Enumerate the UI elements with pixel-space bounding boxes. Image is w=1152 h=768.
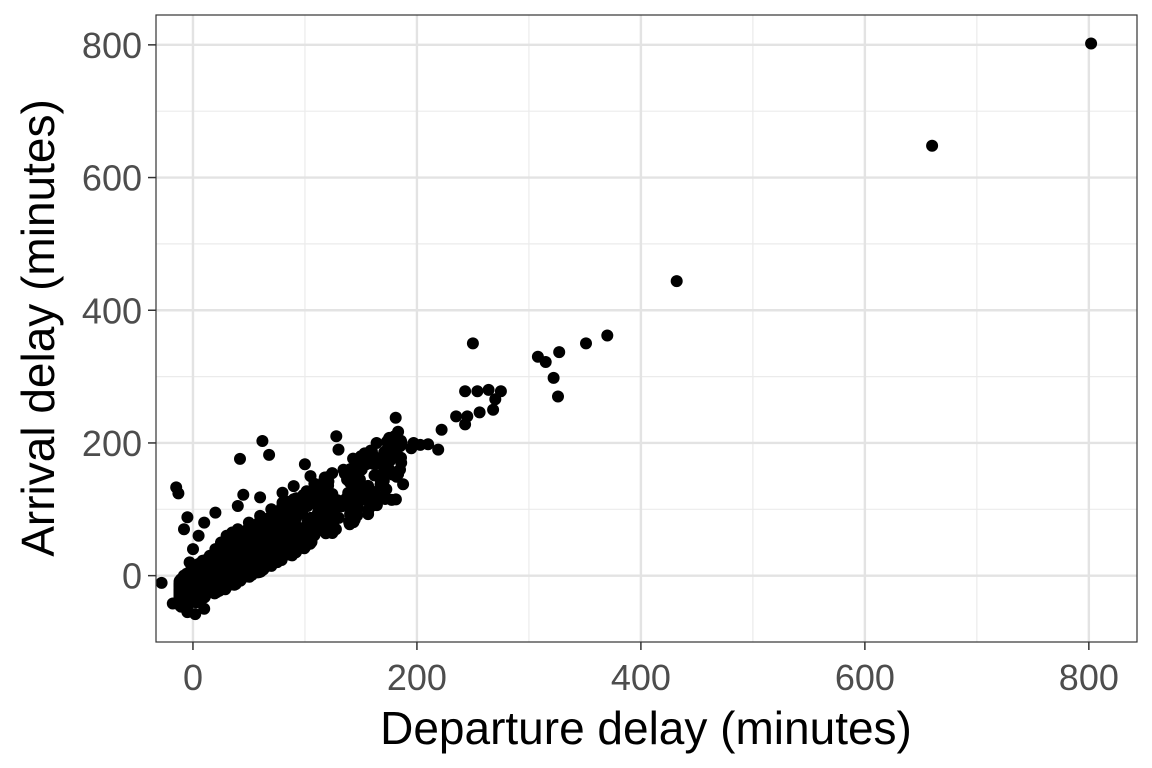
y-tick-label: 400	[82, 290, 142, 331]
data-point	[450, 410, 462, 422]
data-point	[379, 493, 391, 505]
data-point	[244, 535, 256, 547]
data-point	[487, 404, 499, 416]
data-point	[471, 385, 483, 397]
data-point	[228, 579, 240, 591]
data-point	[263, 449, 275, 461]
data-point	[671, 275, 683, 287]
data-point	[287, 548, 299, 560]
data-point	[489, 393, 501, 405]
x-tick-label: 0	[183, 657, 203, 698]
data-point	[243, 517, 255, 529]
data-point	[278, 538, 290, 550]
data-point	[243, 551, 255, 563]
data-point	[255, 541, 267, 553]
data-point	[254, 510, 266, 522]
x-axis-title: Departure delay (minutes)	[380, 702, 912, 754]
data-point	[229, 562, 241, 574]
data-point	[237, 489, 249, 501]
data-point	[474, 406, 486, 418]
data-point	[422, 438, 434, 450]
data-point	[548, 372, 560, 384]
data-point	[256, 435, 268, 447]
data-point	[394, 440, 406, 452]
data-point	[391, 471, 403, 483]
data-point	[926, 140, 938, 152]
data-point	[349, 514, 361, 526]
x-axis-ticks: 0 200 400 600 800	[183, 642, 1119, 698]
x-tick-label: 400	[611, 657, 671, 698]
data-point	[299, 458, 311, 470]
data-point	[580, 337, 592, 349]
x-tick-label: 800	[1059, 657, 1119, 698]
data-point	[217, 571, 229, 583]
data-point	[234, 453, 246, 465]
data-point	[198, 603, 210, 615]
data-point	[310, 483, 322, 495]
data-point	[432, 444, 444, 456]
data-point	[172, 487, 184, 499]
data-point	[1085, 38, 1097, 50]
data-point	[366, 457, 378, 469]
data-point	[308, 529, 320, 541]
data-point	[459, 418, 471, 430]
data-point	[187, 543, 199, 555]
data-point	[436, 424, 448, 436]
data-point	[277, 497, 289, 509]
data-point	[395, 452, 407, 464]
data-point	[365, 488, 377, 500]
data-point	[321, 477, 333, 489]
data-point	[317, 514, 329, 526]
y-tick-label: 800	[82, 25, 142, 66]
data-point	[319, 525, 331, 537]
data-point	[459, 385, 471, 397]
data-point	[355, 450, 367, 462]
data-point	[193, 530, 205, 542]
data-point	[201, 577, 213, 589]
data-point	[371, 437, 383, 449]
x-tick-label: 600	[835, 657, 895, 698]
data-point	[290, 535, 302, 547]
data-point	[352, 484, 364, 496]
data-point	[181, 511, 193, 523]
data-point	[327, 499, 339, 511]
data-point	[288, 493, 300, 505]
data-point	[232, 500, 244, 512]
data-point	[405, 442, 417, 454]
data-point	[261, 527, 273, 539]
data-point	[377, 450, 389, 462]
data-point	[167, 598, 179, 610]
data-point	[390, 412, 402, 424]
data-point	[299, 490, 311, 502]
data-point	[178, 523, 190, 535]
data-point	[330, 430, 342, 442]
y-axis-ticks: 0 200 400 600 800	[82, 25, 156, 597]
data-point	[344, 464, 356, 476]
y-tick-label: 200	[82, 423, 142, 464]
data-point	[198, 517, 210, 529]
data-point	[156, 577, 168, 589]
data-point	[296, 523, 308, 535]
y-tick-label: 600	[82, 158, 142, 199]
data-point	[333, 444, 345, 456]
data-point	[373, 470, 385, 482]
data-point	[254, 491, 266, 503]
data-point	[268, 516, 280, 528]
data-point	[305, 470, 317, 482]
data-point	[288, 480, 300, 492]
data-point	[209, 507, 221, 519]
data-point	[390, 493, 402, 505]
data-point	[286, 518, 298, 530]
data-point	[552, 391, 564, 403]
x-tick-label: 200	[387, 657, 447, 698]
y-axis-title: Arrival delay (minutes)	[12, 99, 64, 557]
data-point	[601, 330, 613, 342]
data-point	[540, 356, 552, 368]
data-point	[467, 337, 479, 349]
y-tick-label: 0	[122, 556, 142, 597]
data-point	[553, 346, 565, 358]
data-point	[232, 523, 244, 535]
data-point	[265, 503, 277, 515]
